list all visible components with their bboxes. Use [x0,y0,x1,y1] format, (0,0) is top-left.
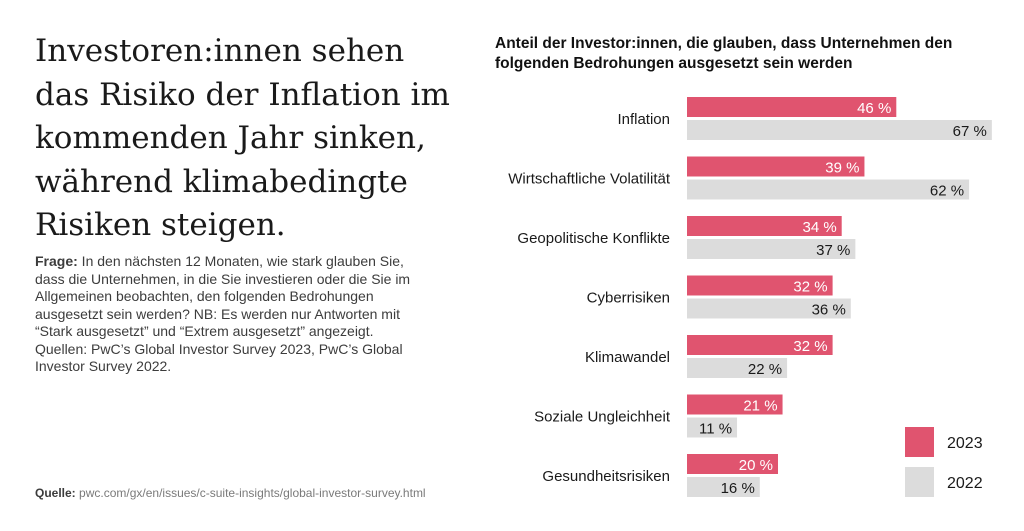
source-label: Quelle: [35,486,76,500]
chart-title: Anteil der Investor:innen, die glauben, … [495,35,953,72]
data-label-2022: 22 % [748,361,782,378]
bar-2023 [687,275,833,296]
data-label-2023: 32 % [793,338,827,355]
source-url: pwc.com/gx/en/issues/c-suite-insights/gl… [79,486,426,500]
category-label: Cyberrisiken [587,290,670,307]
bar-2022 [687,298,851,319]
category-label: Klimawandel [585,349,670,366]
bar-2022 [687,179,970,200]
bar-2023 [687,216,842,236]
data-label-2023: 20 % [739,457,773,474]
question-text: Frage: In den nächsten 12 Monaten, wie s… [35,253,415,376]
data-label-2022: 16 % [721,480,755,497]
data-label-2023: 32 % [793,279,827,296]
bar-2023 [687,97,897,117]
data-label-2023: 39 % [825,160,859,177]
bar-2023 [687,335,833,355]
bar-2023 [687,454,778,474]
data-label-2023: 46 % [857,100,891,117]
source-line: Quelle: pwc.com/gx/en/issues/c-suite-ins… [35,486,426,500]
data-label-2023: 34 % [802,219,836,236]
data-label-2022: 62 % [930,183,964,200]
bar-2022 [687,239,856,259]
legend-label-2022: 2022 [947,475,983,492]
bar-2022 [687,417,738,438]
data-label-2023: 21 % [743,398,777,415]
legend-swatch-2023 [905,427,934,457]
category-label: Wirtschaftliche Volatilität [508,171,671,188]
legend-swatch-2022 [905,467,934,497]
bar-2023 [687,156,865,177]
category-label: Geopolitische Konflikte [517,230,670,247]
category-label: Inflation [617,111,670,128]
data-label-2022: 36 % [812,302,846,319]
category-label: Soziale Ungleichheit [534,409,671,426]
bar-2022 [687,120,992,140]
data-label-2022: 37 % [816,242,850,259]
question-body: In den nächsten 12 Monaten, wie stark gl… [35,253,411,374]
bar-2022 [687,477,760,497]
bar-2023 [687,394,783,415]
question-label: Frage: [35,253,78,269]
legend-label-2023: 2023 [947,435,983,452]
data-label-2022: 67 % [953,123,987,140]
page-headline: Investoren:innen sehen das Risiko der In… [35,33,450,243]
bar-2022 [687,358,788,378]
category-label: Gesundheitsrisiken [542,468,670,485]
data-label-2022: 11 % [699,421,732,438]
